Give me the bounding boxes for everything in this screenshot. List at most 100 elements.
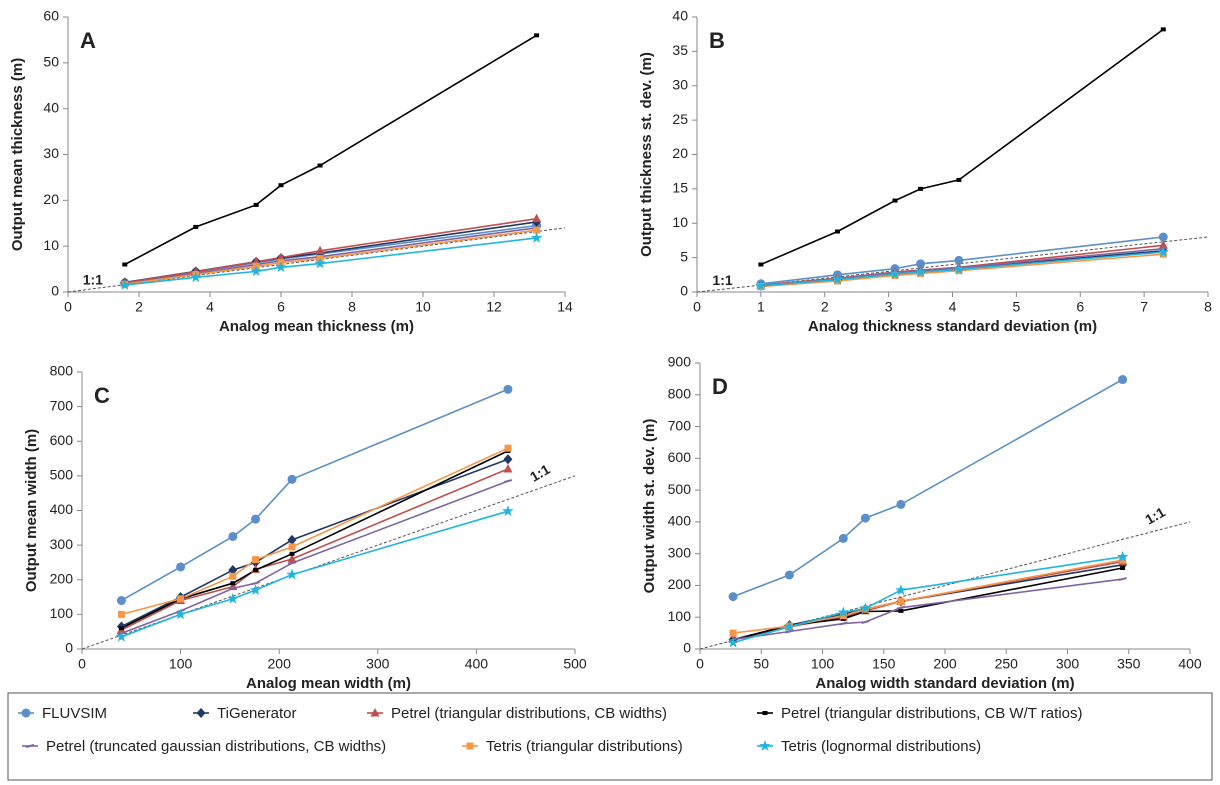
marker — [115, 630, 128, 642]
marker — [116, 596, 126, 606]
marker — [1118, 375, 1128, 385]
marker — [503, 454, 513, 465]
y-axis-title: Output mean thickness (m) — [9, 58, 26, 251]
x-axis-title: Analog mean thickness (m) — [219, 318, 414, 335]
x-tick-label: 8 — [1204, 299, 1212, 315]
marker — [839, 621, 848, 626]
y-tick-label: 100 — [668, 608, 692, 624]
marker — [314, 257, 326, 269]
marker — [196, 708, 206, 718]
marker — [251, 514, 261, 524]
marker — [837, 606, 849, 618]
y-tick-label: 800 — [50, 363, 74, 379]
marker — [503, 384, 513, 394]
marker — [21, 708, 31, 718]
one-to-one-label: 1:1 — [712, 272, 732, 288]
panel-label: C — [94, 383, 110, 408]
x-tick-label: 0 — [696, 656, 704, 672]
x-tick-label: 8 — [348, 299, 356, 315]
legend-label: Tetris (triangular distributions) — [486, 738, 683, 755]
marker — [502, 505, 514, 516]
y-tick-label: 500 — [668, 481, 692, 497]
y-tick-label: 500 — [50, 467, 74, 483]
y-tick-label: 700 — [668, 417, 692, 433]
series-line — [124, 217, 537, 284]
y-axis-title: Output thickness st. dev. (m) — [638, 52, 655, 257]
series-line — [732, 378, 1123, 598]
legend-label: FLUVSIM — [42, 705, 107, 722]
x-tick-label: 2 — [135, 299, 143, 315]
marker — [831, 273, 844, 285]
one-to-one-label: 1:1 — [83, 271, 103, 287]
y-tick-label: 300 — [668, 544, 692, 560]
marker — [1118, 577, 1127, 582]
panel-label: D — [712, 374, 728, 399]
marker — [504, 444, 512, 452]
y-tick-label: 20 — [43, 191, 59, 207]
legend-label: Petrel (truncated gaussian distributions… — [46, 738, 386, 755]
x-tick-label: 7 — [1140, 299, 1148, 315]
marker — [229, 572, 237, 580]
marker — [289, 551, 295, 556]
legend-label: TiGenerator — [217, 705, 296, 722]
y-tick-label: 300 — [50, 536, 74, 552]
y-axis-title: Output mean width (m) — [23, 429, 40, 592]
marker — [1158, 232, 1168, 242]
y-tick-label: 35 — [672, 42, 688, 58]
y-tick-label: 0 — [51, 283, 59, 299]
marker — [317, 163, 323, 168]
marker — [252, 556, 260, 564]
marker — [118, 626, 124, 631]
x-tick-label: 150 — [872, 656, 896, 672]
marker — [278, 183, 284, 188]
marker — [250, 265, 262, 277]
marker — [1116, 550, 1129, 562]
marker — [1158, 240, 1168, 249]
series-line — [121, 510, 509, 638]
y-tick-label: 200 — [50, 570, 74, 586]
marker — [228, 586, 238, 591]
marker — [286, 568, 298, 580]
one-to-one-line — [67, 227, 566, 293]
x-tick-label: 500 — [563, 656, 587, 672]
x-tick-label: 300 — [1056, 656, 1080, 672]
marker — [897, 597, 905, 605]
marker — [839, 612, 847, 620]
series-line — [760, 236, 1164, 285]
series-line — [732, 578, 1123, 641]
y-tick-label: 30 — [672, 76, 688, 92]
marker — [859, 602, 872, 614]
marker — [727, 636, 739, 648]
y-tick-label: 800 — [668, 385, 692, 401]
y-tick-label: 600 — [668, 449, 692, 465]
series-line — [121, 480, 509, 635]
marker — [287, 553, 297, 563]
x-tick-label: 200 — [933, 656, 957, 672]
y-tick-label: 15 — [672, 180, 688, 196]
marker — [758, 262, 764, 267]
marker — [1160, 27, 1166, 32]
x-tick-label: 4 — [949, 299, 957, 315]
y-tick-label: 60 — [43, 8, 59, 24]
series-line — [733, 559, 1123, 634]
series-line — [124, 229, 537, 285]
marker — [287, 534, 297, 545]
marker — [287, 561, 297, 566]
y-tick-label: 700 — [50, 397, 74, 413]
x-tick-label: 1 — [757, 299, 765, 315]
series-line — [124, 227, 537, 285]
panel-label: A — [80, 28, 96, 53]
x-tick-label: 400 — [1178, 656, 1202, 672]
one-to-one-line — [699, 521, 1191, 650]
legend-label: Tetris (lognormal distributions) — [781, 738, 981, 755]
marker — [838, 533, 848, 543]
marker — [1119, 556, 1127, 564]
x-tick-label: 300 — [366, 656, 390, 672]
marker — [193, 224, 199, 229]
marker — [122, 262, 128, 267]
marker — [953, 263, 965, 275]
x-axis-title: Analog mean width (m) — [246, 675, 411, 692]
y-tick-label: 600 — [50, 432, 74, 448]
x-tick-label: 0 — [693, 299, 701, 315]
x-tick-label: 200 — [268, 656, 292, 672]
